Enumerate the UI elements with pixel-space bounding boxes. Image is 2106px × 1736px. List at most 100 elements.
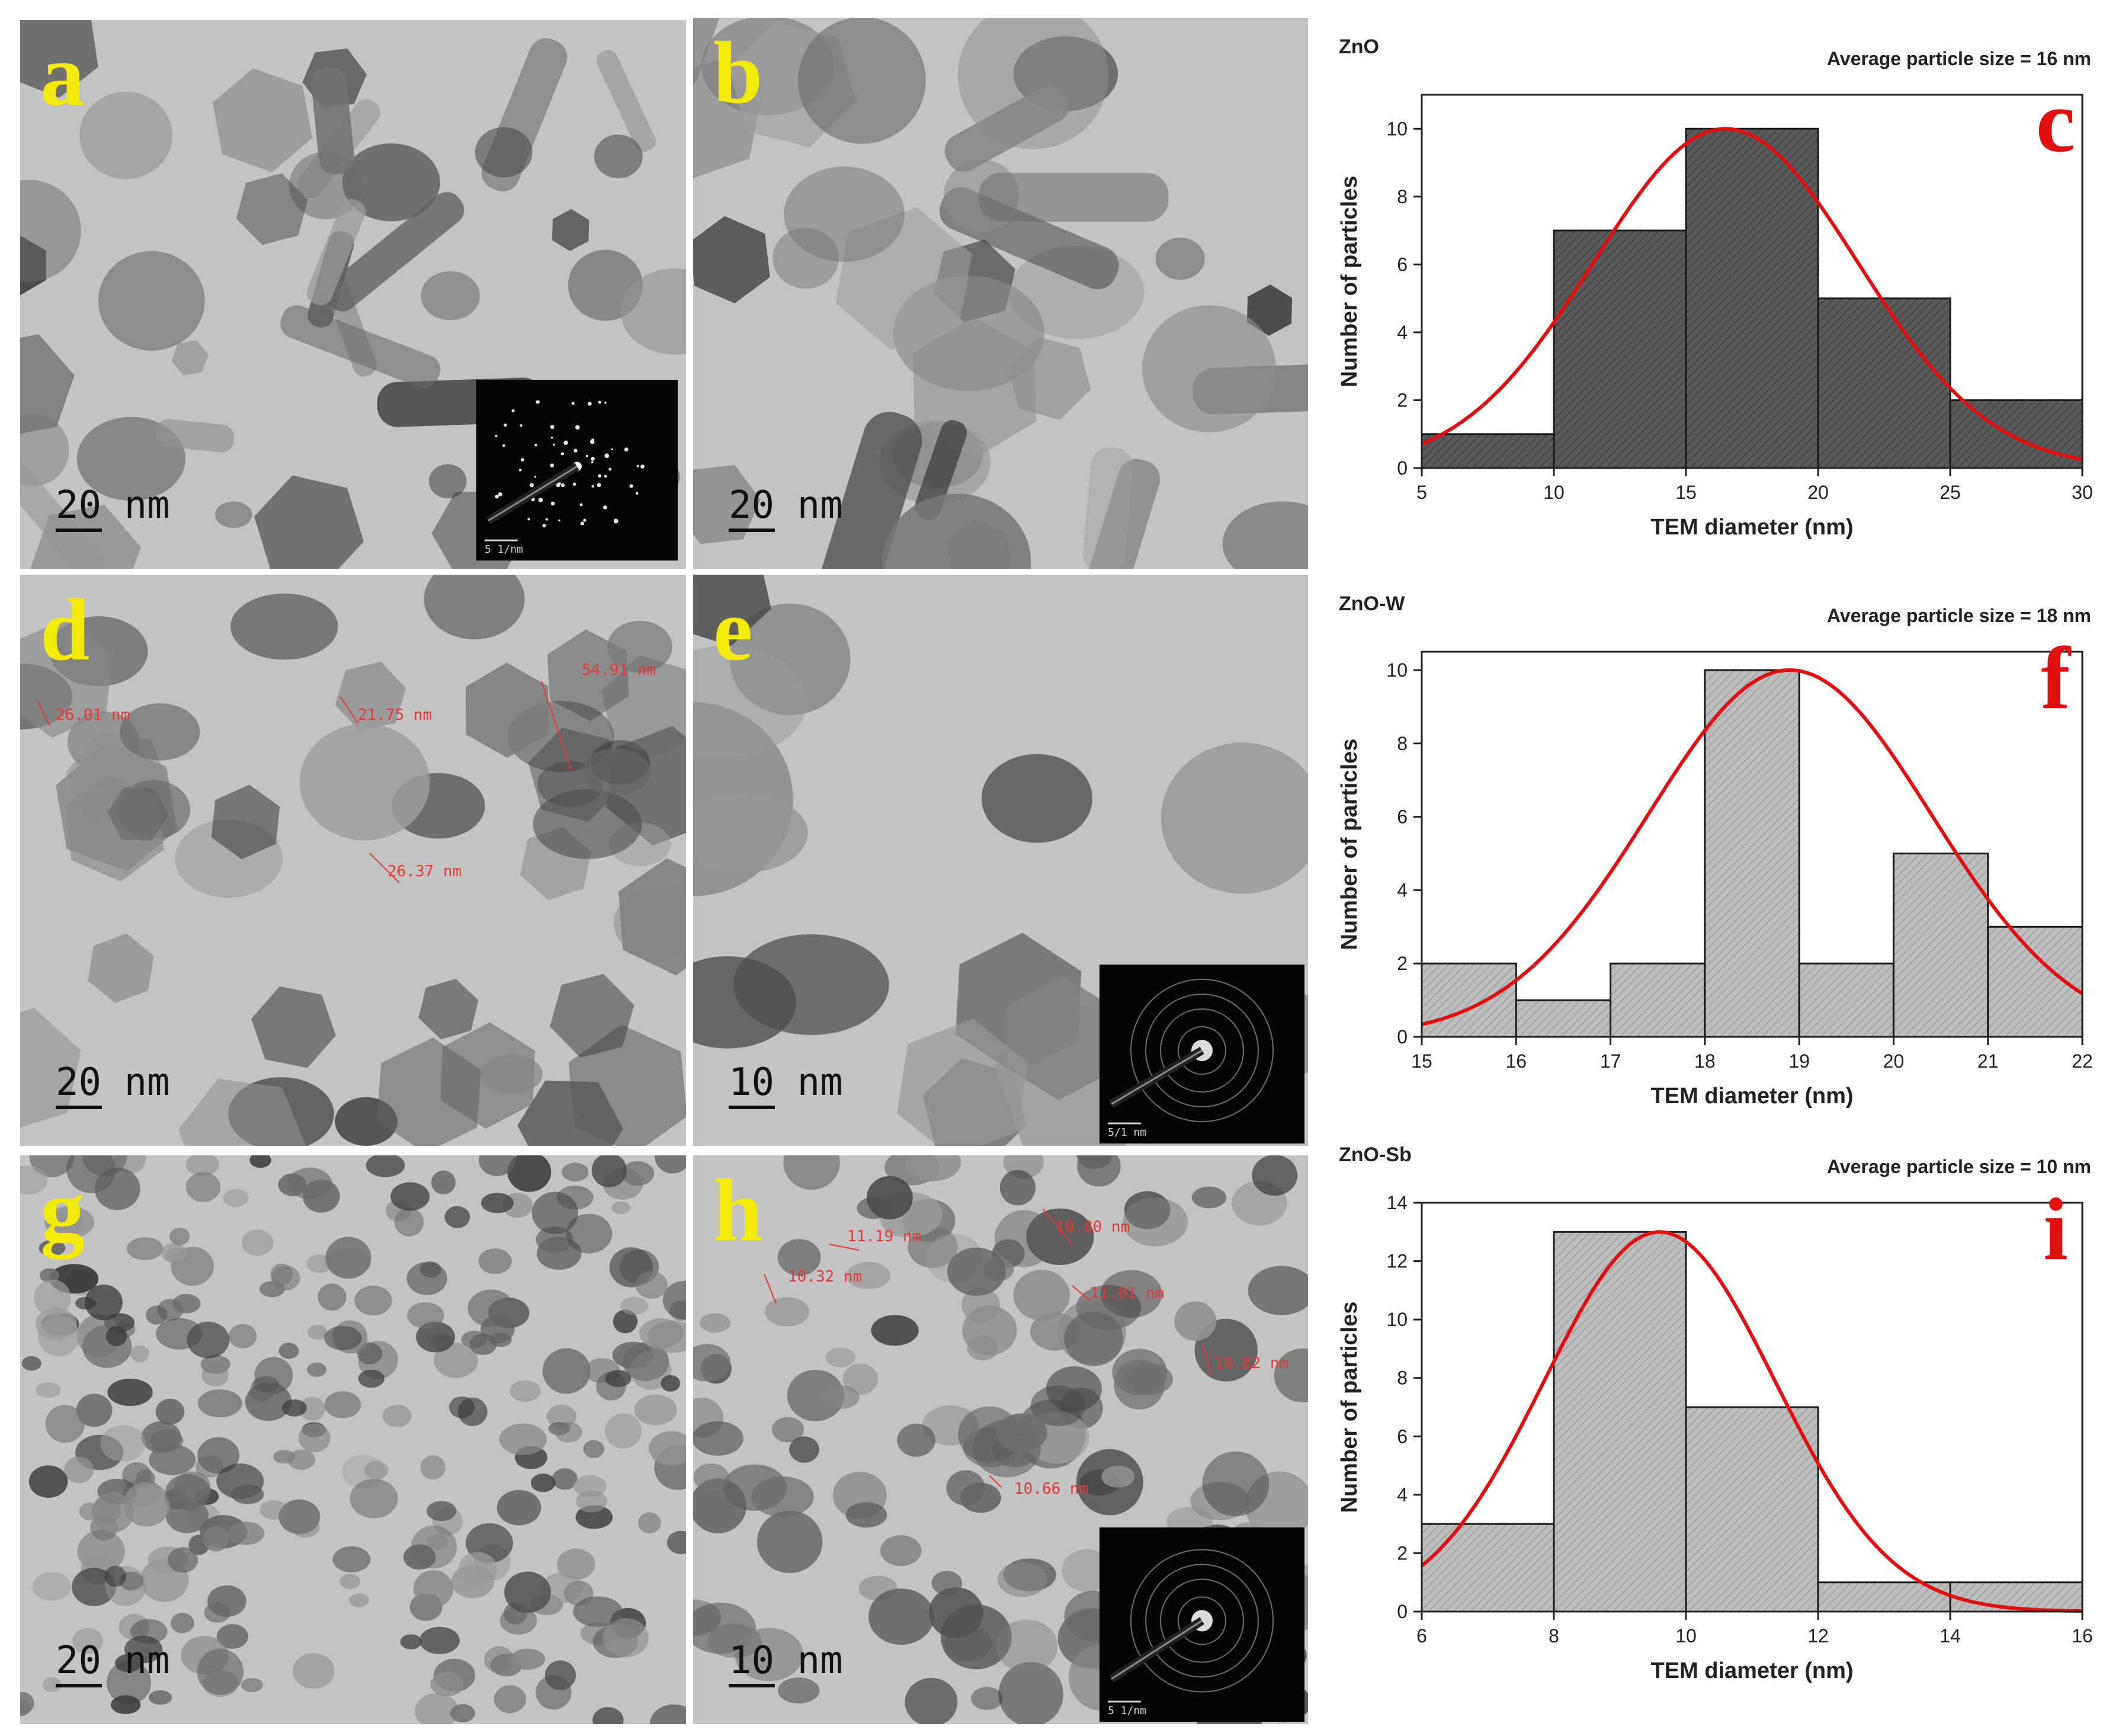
y-tick-label: 0 <box>1397 1026 1408 1048</box>
nanoparticle <box>427 1501 457 1522</box>
y-tick-label: 6 <box>1397 1426 1408 1447</box>
diffraction-spot <box>640 464 645 469</box>
nanoparticle <box>161 1243 187 1263</box>
diffraction-spot <box>580 521 585 526</box>
scale-bar-label: 20 nm <box>56 1639 170 1683</box>
particle-texture <box>20 575 686 1146</box>
nanoparticle <box>105 1325 127 1347</box>
nanoparticle <box>499 1423 547 1455</box>
x-tick-label: 19 <box>1788 1050 1810 1072</box>
nanoparticle <box>318 1283 347 1311</box>
nanoparticle <box>76 1314 121 1357</box>
nanoparticle <box>1246 284 1293 336</box>
x-tick-label: 8 <box>1549 1625 1559 1647</box>
diffraction-spot <box>604 453 610 459</box>
diffraction-spot <box>495 434 498 438</box>
nanoparticle <box>580 748 650 796</box>
scale-bar-line <box>729 529 775 532</box>
nanoparticle <box>998 1662 1063 1724</box>
nanoparticle <box>1245 1471 1308 1540</box>
nanoparticle <box>635 1271 668 1299</box>
x-axis-label: TEM diameter (nm) <box>1650 515 1853 540</box>
panel-letter: i <box>2043 1180 2068 1279</box>
x-tick-label: 15 <box>1675 482 1697 503</box>
nanoparticle <box>202 1526 229 1552</box>
nanoparticle <box>693 575 771 646</box>
diffraction-spot <box>530 483 534 488</box>
diffraction-spot <box>571 402 575 405</box>
nanoparticle <box>1062 1549 1112 1592</box>
nanoparticle <box>156 1318 203 1350</box>
nanoparticle <box>897 1423 935 1457</box>
nanoparticle <box>216 1624 248 1649</box>
x-tick-label: 20 <box>1883 1050 1905 1072</box>
nanorod <box>786 412 922 569</box>
nanoparticle <box>298 1423 331 1453</box>
diffraction-spot <box>636 465 639 467</box>
nanoparticle <box>576 1490 607 1513</box>
nanoparticle <box>178 1078 306 1146</box>
nanoparticle <box>789 1436 819 1463</box>
nanoparticle <box>111 1695 141 1715</box>
histogram-chart-c: ZnO Average particle size = 16 nm 5 10 15 20 2… <box>1315 30 2097 563</box>
nanoparticle <box>171 1613 194 1633</box>
histogram-bar <box>1610 962 1706 1038</box>
measurement-line <box>36 699 50 726</box>
nanoparticle <box>349 1593 370 1607</box>
nanoparticle <box>123 1482 171 1527</box>
histogram-bar <box>1553 229 1687 469</box>
nanoparticle <box>871 1315 919 1346</box>
nanoparticle <box>649 1704 686 1724</box>
nanorod <box>914 419 967 520</box>
nanoparticle <box>554 1421 582 1443</box>
x-tick-label: 15 <box>1411 1050 1432 1072</box>
diffraction-spot <box>604 401 607 404</box>
nanoparticle <box>613 1309 638 1334</box>
diffraction-spot <box>550 501 555 506</box>
nanoparticle <box>20 619 113 738</box>
plot-frame <box>1421 651 2083 1038</box>
scale-bar-line <box>56 1684 102 1687</box>
nanoparticle <box>201 1365 229 1387</box>
nanoparticle <box>291 1517 320 1538</box>
nanoparticle <box>845 1502 887 1528</box>
diffraction-spot <box>598 401 601 404</box>
histogram-bar <box>1685 127 1819 469</box>
nanoparticle <box>1006 976 1116 1100</box>
diffraction-spot <box>511 409 515 412</box>
nanoparticle <box>655 1155 686 1174</box>
diffraction-spot <box>608 467 612 471</box>
tem-image-e: e 5/1 nm 10 nm <box>693 575 1308 1146</box>
diffraction-spot <box>520 424 523 427</box>
nanorod <box>325 192 464 312</box>
nanoparticle <box>757 1510 823 1573</box>
nanoparticle <box>947 1247 1006 1296</box>
y-tick-label: 12 <box>1386 1251 1408 1272</box>
nanoparticle <box>94 1167 140 1210</box>
nanoparticle <box>607 620 672 673</box>
diffraction-ring <box>1160 1008 1244 1093</box>
diffraction-ring <box>1160 1578 1244 1663</box>
x-tick-label: 20 <box>1807 482 1829 503</box>
scale-bar-line <box>56 529 102 532</box>
nanoparticle <box>1101 1465 1135 1488</box>
diffraction-spot <box>604 475 607 478</box>
nanoparticle <box>21 1356 41 1371</box>
nanoparticle <box>868 1588 934 1645</box>
nanoparticle <box>634 1394 677 1426</box>
nanoparticle <box>211 784 280 860</box>
nanoparticle <box>38 1316 80 1356</box>
measurement-line <box>829 1244 860 1251</box>
nanoparticle <box>100 1425 146 1462</box>
diffraction-spot <box>591 438 595 442</box>
x-tick-label: 16 <box>1505 1050 1527 1072</box>
y-tick-label: 0 <box>1397 1601 1408 1622</box>
histogram-bar <box>1421 1523 1555 1613</box>
y-tick-label: 10 <box>1386 1309 1408 1330</box>
nanoparticle <box>429 464 467 499</box>
nanoparticle <box>1252 1155 1298 1196</box>
diffraction-ring <box>1130 1549 1274 1693</box>
y-tick-label: 4 <box>1397 1484 1408 1506</box>
nanoparticle <box>783 1155 840 1190</box>
nanoparticle <box>366 1155 405 1177</box>
